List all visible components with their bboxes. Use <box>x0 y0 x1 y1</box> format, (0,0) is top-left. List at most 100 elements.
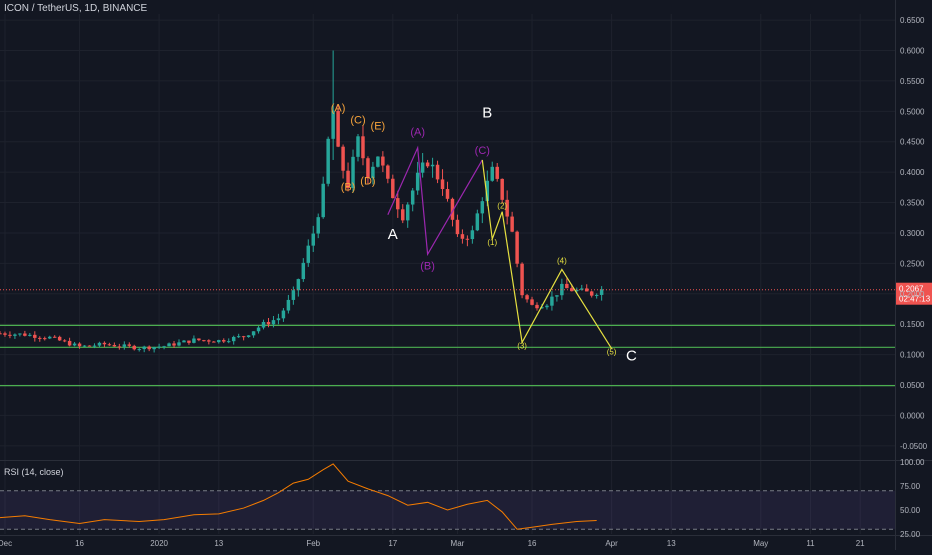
candle-body <box>306 245 311 263</box>
price-tick-label: 0.6000 <box>900 46 925 55</box>
candle-body <box>286 299 291 311</box>
wave-label: B <box>482 104 492 121</box>
candle-body <box>555 295 559 297</box>
time-tick-label: 16 <box>528 539 537 548</box>
rsi-tick-label: 25.00 <box>900 530 921 539</box>
price-tick-label: 0.5000 <box>900 107 925 116</box>
candle-body <box>351 156 355 189</box>
rsi-pane <box>0 463 895 530</box>
candle-body <box>540 307 544 309</box>
candle-body <box>455 219 460 235</box>
candle-body <box>435 164 440 180</box>
candle-body <box>57 336 62 341</box>
candle-body <box>410 190 415 205</box>
candle-body <box>550 296 554 306</box>
price-tick-label: 0.0500 <box>900 381 925 390</box>
wave-label: (4) <box>557 256 567 265</box>
time-tick-label: 11 <box>806 539 815 548</box>
candle-body <box>266 321 271 325</box>
candle-body <box>296 279 301 291</box>
candle-body <box>192 338 196 343</box>
price-tick-label: -0.0500 <box>900 442 928 451</box>
candle-body <box>137 349 141 351</box>
wave-label: (3) <box>517 342 527 351</box>
candle-body <box>391 178 395 199</box>
candle-body <box>226 341 231 343</box>
wave-annotations: (A) (B) (C) (D) (E) (A) (B) (C) (1) (2) (3) (4) (5) A… <box>331 102 637 364</box>
wave-label: (E) <box>371 121 386 133</box>
candle-body <box>231 336 236 342</box>
candle-body <box>87 345 92 347</box>
candle-body <box>346 170 350 189</box>
candle-body <box>530 299 534 305</box>
time-tick-label: 2020 <box>150 539 168 548</box>
candle-body <box>212 341 216 343</box>
candle-body <box>460 234 465 239</box>
candle-body <box>102 342 107 345</box>
candle-body <box>405 204 410 221</box>
candle-body <box>291 290 296 300</box>
candle-body <box>401 209 405 221</box>
price-tick-label: 0.2500 <box>900 259 925 268</box>
candle-body <box>316 217 320 234</box>
price-tick-label: 0.0000 <box>900 411 925 420</box>
wave-label: C <box>626 348 637 365</box>
candle-body <box>177 342 181 346</box>
candle-body <box>599 289 604 295</box>
wave-label: (A) <box>410 127 425 139</box>
candle-body <box>132 345 136 350</box>
candle-body <box>420 162 425 173</box>
time-tick-label: 13 <box>667 539 676 548</box>
candle-body <box>485 180 490 202</box>
candle-body <box>341 146 345 171</box>
candle-body <box>396 198 400 210</box>
time-tick-label: Dec <box>0 539 12 548</box>
candle-body <box>207 340 211 342</box>
candle-body <box>440 179 445 190</box>
rsi-title: RSI (14, close) <box>4 467 64 477</box>
candle-body <box>425 162 430 167</box>
candle-body <box>217 340 221 343</box>
candle-body <box>515 231 519 264</box>
wave-line-yellow <box>481 159 613 349</box>
candle-body <box>505 199 509 217</box>
price-tick-label: 0.3000 <box>900 229 925 238</box>
candle-body <box>33 334 37 338</box>
candle-body <box>72 343 77 346</box>
wave-label: (D) <box>360 175 375 187</box>
candle-body <box>3 333 7 335</box>
candle-body <box>117 346 122 348</box>
candle-body <box>261 321 266 328</box>
wave-label: (B) <box>420 260 435 272</box>
candle-body <box>127 344 132 346</box>
candle-body <box>525 295 529 300</box>
candle-body <box>445 189 450 199</box>
rsi-tick-label: 75.00 <box>900 482 921 491</box>
candle-body <box>584 288 589 292</box>
wave-label: (1) <box>487 238 497 247</box>
candle-body <box>535 304 539 309</box>
price-tick-label: 0.1500 <box>900 320 925 329</box>
candle-body <box>565 283 569 289</box>
candle-body <box>480 201 485 214</box>
candle-body <box>356 136 360 157</box>
candle-body <box>321 183 325 218</box>
price-tick-label: 0.5500 <box>900 77 925 86</box>
candle-body <box>18 333 22 335</box>
candle-body <box>152 347 156 350</box>
wave-label: (A) <box>331 102 346 114</box>
candle-body <box>326 138 330 184</box>
time-tick-label: Mar <box>451 539 465 548</box>
candle-body <box>281 310 286 319</box>
candle-body <box>271 320 276 325</box>
candle-body <box>147 346 151 350</box>
candle-body <box>371 166 375 179</box>
candle-body <box>172 343 176 346</box>
candle-body <box>67 340 72 346</box>
price-tick-label: 0.2000 <box>900 290 925 299</box>
candle-body <box>430 164 435 167</box>
price-tick-label: 0.4500 <box>900 138 925 147</box>
candle-body <box>142 346 146 350</box>
